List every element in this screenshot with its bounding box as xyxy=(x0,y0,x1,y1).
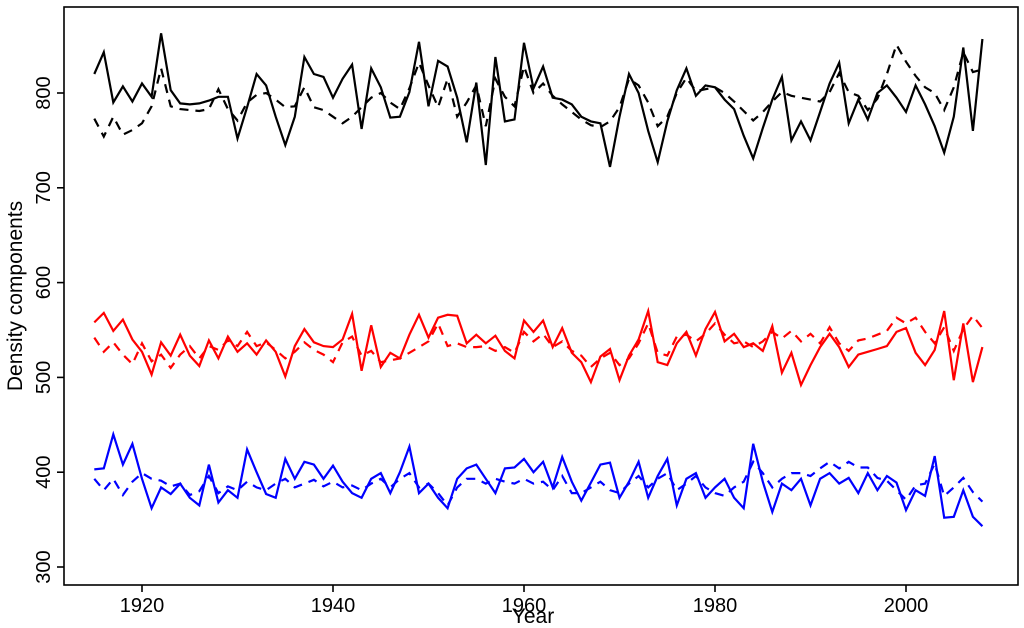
series-component-1-dashed xyxy=(93,41,983,140)
y-tick-label: 400 xyxy=(33,456,55,489)
y-tick-label: 800 xyxy=(33,76,55,109)
y-axis-title: Density components xyxy=(4,201,27,391)
series-component-1-solid xyxy=(93,33,984,168)
x-tick-label: 1960 xyxy=(502,595,547,617)
y-tick-label: 700 xyxy=(33,171,55,204)
series-component-3-solid xyxy=(94,430,984,527)
x-axis-title: Year xyxy=(512,605,554,628)
x-tick-label: 1940 xyxy=(311,595,356,617)
y-tick-label: 600 xyxy=(33,266,55,299)
series-component-2-dashed xyxy=(93,313,984,370)
x-tick-label: 2000 xyxy=(884,595,929,617)
x-tick-label: 1980 xyxy=(693,595,738,617)
x-tick-label: 1920 xyxy=(120,595,165,617)
y-tick-label: 500 xyxy=(33,361,55,394)
series-lines xyxy=(93,33,984,527)
axis-tick-labels: 1920 1940 1960 1980 2000 300 400 500 600 700 800 xyxy=(33,76,928,617)
series-component-2-solid xyxy=(93,306,984,389)
plot-box xyxy=(63,6,1019,586)
series-component-3-dashed xyxy=(93,459,984,508)
axis-ticks xyxy=(57,92,907,592)
y-tick-label: 300 xyxy=(33,550,55,583)
